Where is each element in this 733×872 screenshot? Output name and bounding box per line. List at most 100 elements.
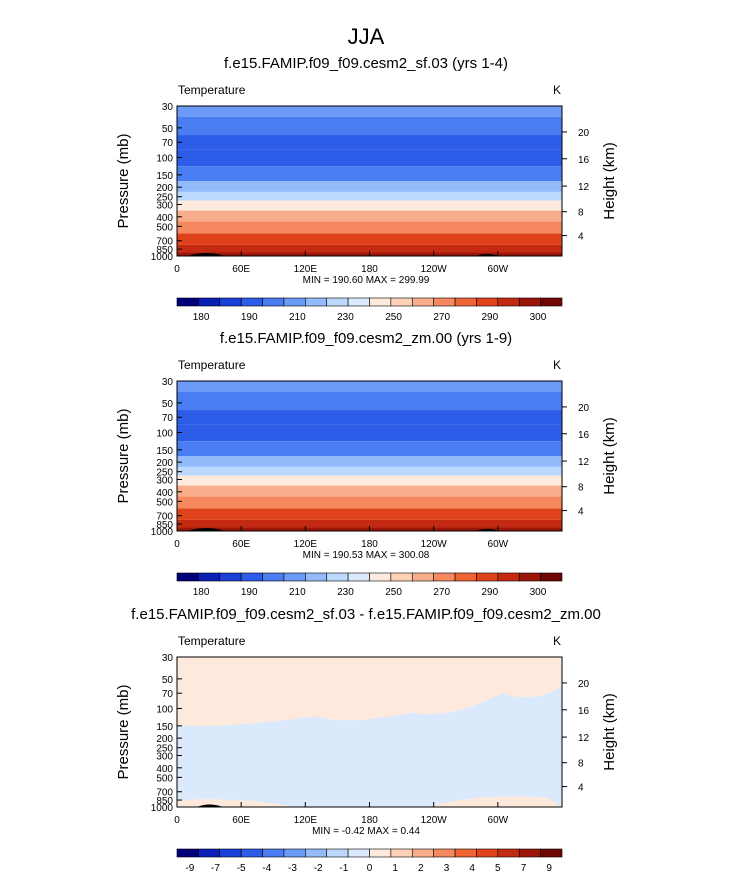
- band: [177, 191, 562, 201]
- colorbar-label: 0: [367, 863, 373, 872]
- y2-tick-label: 4: [578, 783, 584, 794]
- colorbar-swatch: [262, 297, 285, 307]
- colorbar-swatch: [198, 848, 221, 858]
- colorbar-swatch: [347, 848, 370, 858]
- y-tick-label: 500: [156, 497, 173, 508]
- colorbar-label: -1: [339, 863, 348, 872]
- y-tick-label: 1000: [151, 252, 174, 263]
- band: [177, 496, 562, 509]
- y-tick-label: 850: [156, 245, 173, 256]
- band: [177, 475, 562, 486]
- x-tick-label: 60E: [232, 539, 250, 550]
- colorbar-swatch: [198, 297, 221, 307]
- y-tick-label: 850: [156, 796, 173, 807]
- colorbar-swatch: [518, 848, 541, 858]
- y-tick-label: 150: [156, 446, 173, 457]
- colorbar-swatch: [369, 848, 392, 858]
- colorbar-swatch: [347, 297, 370, 307]
- colorbar-label: 300: [530, 587, 547, 598]
- chart-panel-2: f.e15.FAMIP.f09_f09.cesm2_zm.00 (yrs 1-9…: [115, 330, 618, 598]
- colorbar-swatch: [433, 572, 456, 582]
- colorbar-label: 270: [433, 587, 450, 598]
- chart-title: f.e15.FAMIP.f09_f09.cesm2_sf.03 - f.e15.…: [131, 606, 601, 623]
- y2-tick-label: 12: [578, 733, 590, 744]
- y-tick-label: 70: [162, 413, 174, 424]
- colorbar-swatch: [433, 848, 456, 858]
- colorbar-swatch: [390, 572, 413, 582]
- chart-panel-3: f.e15.FAMIP.f09_f09.cesm2_sf.03 - f.e15.…: [115, 606, 618, 872]
- colorbar-swatch: [283, 297, 306, 307]
- band: [177, 221, 562, 234]
- y-tick-label: 30: [162, 102, 174, 113]
- y-tick-label: 30: [162, 653, 174, 664]
- colorbar-label: 190: [241, 312, 258, 323]
- colorbar-swatch: [497, 297, 520, 307]
- topography: [187, 528, 225, 531]
- y-tick-label: 1000: [151, 803, 174, 814]
- colorbar-swatch: [476, 848, 499, 858]
- x-tick-label: 120E: [294, 539, 318, 550]
- band: [177, 466, 562, 476]
- y-tick-label: 200: [156, 183, 173, 194]
- y-axis-label: Pressure (mb): [115, 408, 132, 503]
- x-tick-label: 60W: [488, 815, 509, 826]
- band: [177, 391, 562, 411]
- y-tick-label: 700: [156, 512, 173, 523]
- colorbar-swatch: [540, 572, 563, 582]
- colorbar-swatch: [411, 297, 434, 307]
- band: [177, 233, 562, 245]
- diff-positive: [427, 796, 562, 807]
- colorbar-label: 230: [337, 312, 354, 323]
- y-tick-label: 700: [156, 237, 173, 248]
- chart-panel-1: f.e15.FAMIP.f09_f09.cesm2_sf.03 (yrs 1-4…: [115, 55, 618, 323]
- y2-axis-label: Height (km): [601, 417, 618, 495]
- y2-tick-label: 4: [578, 232, 584, 243]
- y-tick-label: 70: [162, 689, 174, 700]
- band: [177, 456, 562, 467]
- colorbar-label: 9: [546, 863, 552, 872]
- y-tick-label: 400: [156, 488, 173, 499]
- x-tick-label: 120W: [421, 264, 448, 275]
- colorbar-swatch: [305, 297, 328, 307]
- y2-tick-label: 12: [578, 457, 590, 468]
- colorbar-label: -7: [211, 863, 220, 872]
- colorbar-swatch: [262, 572, 285, 582]
- colorbar-label: 250: [385, 312, 402, 323]
- colorbar-swatch: [454, 297, 477, 307]
- y-tick-label: 30: [162, 377, 174, 388]
- x-tick-label: 60E: [232, 264, 250, 275]
- colorbar-swatch: [518, 297, 541, 307]
- colorbar-swatch: [305, 572, 328, 582]
- figure-title: JJA: [348, 24, 385, 49]
- colorbar-swatch: [390, 848, 413, 858]
- colorbar-label: 3: [444, 863, 450, 872]
- topography: [197, 804, 223, 807]
- y-tick-label: 50: [162, 675, 174, 686]
- band: [177, 410, 562, 425]
- y-axis-label: Pressure (mb): [115, 684, 132, 779]
- colorbar-swatch: [411, 848, 434, 858]
- colorbar-swatch: [347, 572, 370, 582]
- colorbar-label: 2: [418, 863, 424, 872]
- left-label: Temperature: [178, 634, 246, 648]
- y-tick-label: 250: [156, 193, 173, 204]
- colorbar-swatch: [497, 848, 520, 858]
- band: [177, 166, 562, 181]
- y-tick-label: 500: [156, 773, 173, 784]
- y-tick-label: 700: [156, 788, 173, 799]
- x-tick-label: 0: [174, 815, 180, 826]
- stats-label: MIN = -0.42 MAX = 0.44: [312, 826, 420, 837]
- band: [177, 441, 562, 456]
- x-tick-label: 120W: [421, 539, 448, 550]
- colorbar-swatch: [198, 572, 221, 582]
- y-tick-label: 300: [156, 475, 173, 486]
- y-tick-label: 100: [156, 429, 173, 440]
- colorbar-swatch: [219, 297, 242, 307]
- colorbar-label: 180: [193, 587, 210, 598]
- x-tick-label: 120E: [294, 264, 318, 275]
- y-tick-label: 500: [156, 222, 173, 233]
- band: [177, 135, 562, 150]
- y-tick-label: 1000: [151, 527, 174, 538]
- y-tick-label: 400: [156, 764, 173, 775]
